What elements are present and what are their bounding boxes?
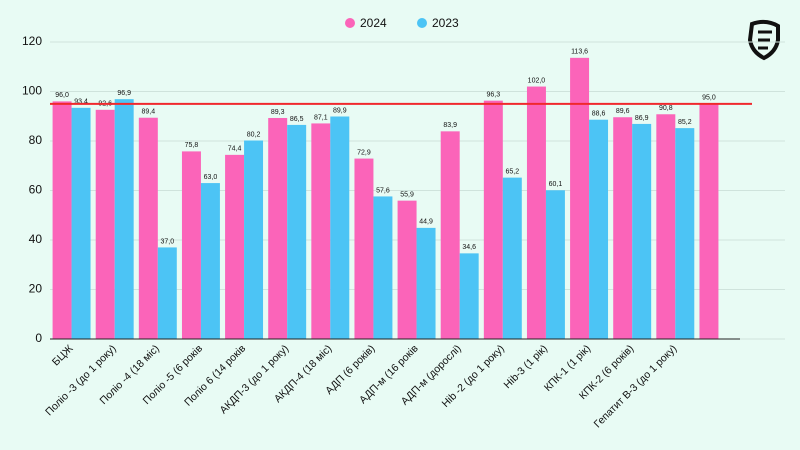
value-label: 65,2 — [505, 168, 519, 175]
bar — [330, 116, 350, 339]
bar — [459, 253, 479, 339]
value-label: 83,9 — [443, 122, 457, 129]
y-tick-label: 120 — [22, 34, 42, 48]
legend-label: 2024 — [360, 16, 387, 30]
value-label: 57,6 — [376, 187, 390, 194]
value-label: 87,1 — [314, 114, 328, 121]
value-label: 63,0 — [204, 174, 218, 181]
bar — [244, 140, 264, 339]
bar — [181, 151, 201, 339]
value-label: 37,0 — [160, 238, 174, 245]
y-tick-label: 80 — [29, 133, 43, 147]
value-label: 80,2 — [247, 131, 261, 138]
value-label: 89,4 — [142, 109, 156, 116]
y-tick-label: 100 — [22, 84, 42, 98]
value-label: 93,4 — [74, 99, 88, 106]
y-tick-label: 0 — [35, 331, 42, 345]
value-label: 96,3 — [487, 92, 501, 99]
value-label: 102,0 — [528, 77, 546, 84]
bar — [157, 247, 177, 339]
legend-swatch — [417, 18, 427, 28]
bar — [589, 119, 609, 339]
y-tick-label: 40 — [29, 232, 43, 246]
bar — [114, 99, 134, 339]
value-label: 113,6 — [571, 49, 588, 56]
value-label: 89,6 — [616, 108, 630, 115]
bar — [52, 101, 72, 340]
bar — [526, 86, 546, 339]
bar — [440, 131, 460, 339]
bar — [95, 109, 115, 339]
value-label: 96,0 — [55, 92, 69, 99]
bar — [268, 117, 288, 339]
value-label: 89,3 — [271, 109, 285, 116]
bar — [397, 200, 417, 339]
value-label: 88,6 — [592, 111, 606, 118]
bar — [138, 117, 158, 339]
legend-label: 2023 — [432, 16, 459, 30]
bar — [373, 196, 393, 339]
bar — [570, 57, 590, 340]
x-tick-label: БЦЖ — [50, 342, 76, 368]
logo — [747, 19, 780, 61]
value-label: 86,5 — [290, 116, 304, 123]
value-label: 86,9 — [635, 115, 649, 122]
value-label: 44,9 — [419, 219, 433, 226]
bar — [483, 100, 503, 339]
value-label: 89,9 — [333, 107, 347, 114]
value-label: 74,4 — [228, 146, 242, 153]
bar — [225, 154, 245, 339]
bar — [502, 177, 522, 339]
bar — [656, 114, 676, 340]
y-tick-label: 20 — [29, 282, 43, 296]
bar — [311, 123, 331, 340]
value-label: 75,8 — [185, 142, 199, 149]
bar — [613, 117, 633, 340]
bar — [287, 124, 307, 339]
bar — [545, 190, 565, 339]
bar — [699, 103, 719, 339]
value-label: 85,2 — [678, 119, 692, 126]
value-label: 34,6 — [462, 244, 476, 251]
value-label: 60,1 — [549, 181, 563, 188]
x-tick-label: Гепатит В-3 (до 1 року) — [592, 343, 680, 431]
value-label: 72,9 — [357, 149, 371, 156]
bar — [416, 227, 436, 339]
bar — [354, 158, 374, 339]
value-label: 95,0 — [702, 95, 716, 102]
bar — [200, 183, 220, 339]
y-tick-label: 60 — [29, 183, 43, 197]
value-label: 90,8 — [659, 105, 673, 112]
bar — [71, 107, 91, 340]
value-label: 96,9 — [117, 90, 131, 97]
bar — [632, 123, 652, 339]
legend-swatch — [345, 18, 355, 28]
value-label: 55,9 — [400, 191, 414, 198]
bar — [675, 128, 695, 339]
